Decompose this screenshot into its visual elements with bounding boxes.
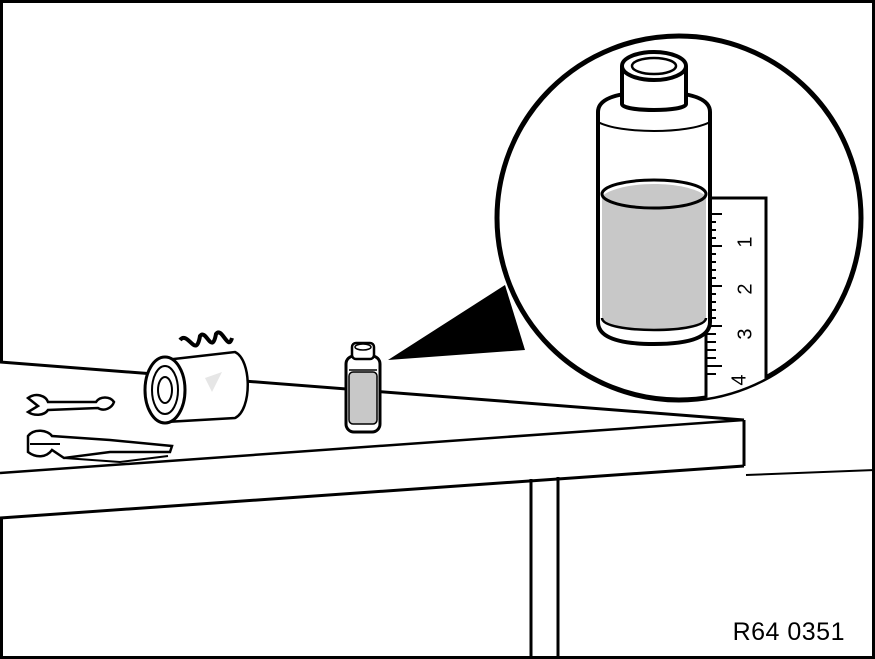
magnified-view: 1 2 3 4 — [494, 33, 864, 403]
scale-label-4: 4 — [728, 374, 750, 385]
floor-line — [745, 469, 875, 476]
callout-pointer — [388, 285, 525, 360]
wrench-icon — [25, 393, 116, 416]
container-magnified — [596, 50, 712, 347]
oil-container-icon — [344, 341, 382, 434]
scale-label-2: 2 — [734, 283, 756, 294]
pliers-icon — [26, 429, 174, 464]
compressor-icon — [143, 330, 249, 425]
figure-reference-code: R64 0351 — [732, 618, 845, 646]
scale-label-1: 1 — [734, 236, 756, 247]
scale-label-3: 3 — [734, 328, 756, 339]
